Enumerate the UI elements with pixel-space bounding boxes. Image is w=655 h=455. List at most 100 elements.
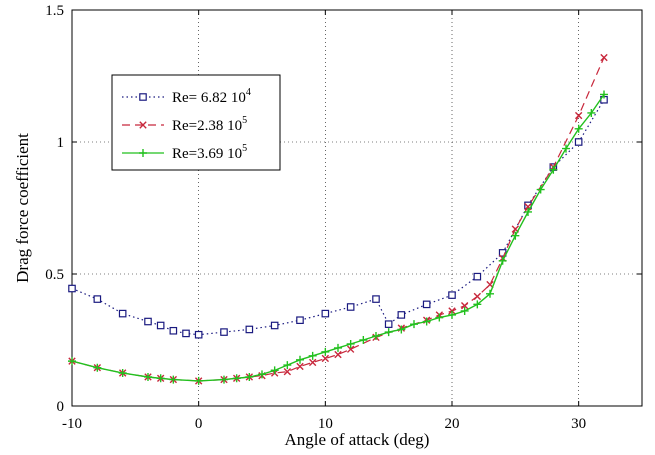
data-point-square — [156, 321, 165, 330]
data-point-plus — [144, 372, 152, 381]
x-tick-label: 20 — [445, 416, 460, 432]
data-point-plus — [258, 370, 266, 379]
data-point-square — [93, 295, 102, 303]
data-point-plus — [448, 310, 456, 319]
data-point-plus — [536, 185, 545, 194]
legend-label: Re=3.69 105 — [172, 143, 247, 162]
data-point-plus — [156, 374, 165, 383]
data-point-x — [296, 362, 304, 371]
data-point-plus — [334, 343, 342, 352]
data-point-plus — [498, 256, 507, 265]
data-point-x — [460, 301, 469, 310]
data-point-square — [118, 309, 127, 318]
data-point-plus — [93, 363, 102, 372]
data-point-plus — [600, 90, 608, 99]
data-point-x — [334, 350, 342, 359]
data-point-square — [139, 93, 147, 101]
data-point-plus — [169, 375, 178, 384]
data-point-x — [321, 354, 330, 363]
series-3 — [68, 90, 608, 385]
data-point-x — [600, 53, 608, 62]
data-point-square — [169, 326, 178, 335]
data-point-square — [397, 311, 406, 319]
data-point-x — [346, 345, 355, 353]
data-point-plus — [359, 336, 368, 344]
data-point-x — [283, 367, 292, 376]
legend-label-exponent: 5 — [242, 143, 247, 154]
data-point-plus — [524, 207, 532, 216]
data-point-square — [245, 325, 254, 334]
data-point-plus — [321, 347, 330, 356]
data-point-plus — [486, 289, 494, 298]
data-point-x — [473, 292, 482, 301]
data-point-plus — [435, 313, 444, 322]
data-point-plus — [473, 300, 482, 309]
data-point-plus — [245, 372, 254, 381]
legend-label: Re= 6.82 104 — [172, 87, 251, 106]
series-layer — [68, 53, 608, 385]
data-point-x — [574, 111, 583, 120]
data-point-plus — [220, 375, 228, 384]
x-axis-label: Angle of attack (deg) — [285, 430, 430, 449]
data-point-square — [422, 300, 431, 309]
data-point-plus — [384, 328, 393, 337]
data-point-plus — [118, 369, 127, 377]
x-tick-label: 30 — [571, 416, 586, 432]
data-point-square — [144, 317, 152, 326]
data-point-square — [182, 329, 190, 338]
data-point-plus — [194, 376, 203, 385]
data-point-square — [574, 138, 583, 146]
data-point-square — [372, 295, 380, 303]
data-point-square — [68, 284, 76, 293]
data-point-plus — [422, 317, 431, 326]
data-point-square — [220, 328, 228, 336]
y-tick-label: 0.5 — [45, 267, 64, 283]
data-point-plus — [372, 332, 380, 341]
legend-item-2: Re=2.38 105 — [122, 115, 247, 134]
data-point-x — [308, 358, 317, 367]
legend-item-3: Re=3.69 105 — [122, 143, 247, 162]
data-point-square — [270, 321, 279, 330]
legend-label-exponent: 5 — [242, 115, 247, 126]
data-point-square — [448, 291, 456, 299]
y-tick-label: 0 — [57, 399, 65, 415]
data-point-plus — [139, 149, 147, 157]
data-point-square — [473, 272, 482, 281]
data-point-plus — [270, 366, 279, 375]
legend-label-text: Re= 6.82 10 — [172, 90, 246, 106]
data-point-plus — [397, 325, 406, 334]
data-point-x — [139, 121, 147, 129]
data-point-square — [498, 249, 507, 257]
legend-item-1: Re= 6.82 104 — [122, 87, 251, 106]
x-tick-label: 10 — [318, 416, 333, 432]
data-point-plus — [232, 374, 241, 383]
y-tick-label: 1.5 — [45, 3, 64, 19]
legend-label-text: Re=2.38 10 — [172, 118, 242, 134]
series-3-line — [71, 94, 605, 382]
data-point-plus — [308, 351, 317, 360]
data-point-plus — [460, 306, 469, 315]
data-point-plus — [283, 361, 292, 370]
data-point-square — [384, 320, 393, 328]
data-point-plus — [346, 339, 355, 348]
data-point-plus — [296, 355, 304, 364]
data-point-square — [346, 303, 355, 311]
x-tick-label: -10 — [62, 416, 82, 432]
data-point-plus — [549, 165, 558, 174]
y-tick-label: 1 — [57, 135, 65, 151]
x-tick-label: 0 — [195, 416, 203, 432]
grid-lines — [72, 10, 642, 406]
data-point-plus — [574, 124, 583, 133]
legend-label: Re=2.38 105 — [172, 115, 247, 134]
legend-label-exponent: 4 — [246, 87, 251, 98]
data-point-plus — [587, 108, 596, 117]
data-point-plus — [511, 231, 520, 240]
data-point-plus — [410, 320, 418, 329]
legend-label-text: Re=3.69 10 — [172, 146, 242, 162]
data-point-square — [296, 316, 304, 325]
data-point-plus — [562, 144, 570, 153]
y-axis-label: Drag force coefficient — [13, 133, 32, 283]
